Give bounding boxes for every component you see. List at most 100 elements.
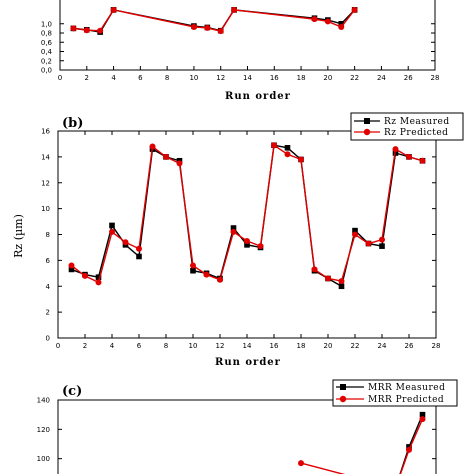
- data-point-circle: [365, 240, 372, 247]
- x-tick-label: 18: [297, 342, 306, 350]
- data-point-circle: [406, 153, 412, 160]
- y-tick-label: 0,6: [41, 39, 53, 47]
- x-tick-label: 4: [111, 74, 116, 82]
- panel-a-y-ticks: 0,0 0,20,40,60,8 1,0: [41, 20, 435, 75]
- data-point-circle: [136, 245, 142, 252]
- data-point-circle: [338, 23, 345, 30]
- legend-marker-rz-predicted: [363, 128, 371, 136]
- x-tick-label: 20: [324, 342, 333, 350]
- legend-marker-rz-measured: [364, 118, 370, 124]
- x-tick-label: 2: [83, 342, 87, 350]
- x-tick-label: 22: [350, 74, 359, 82]
- x-tick-label: 12: [216, 74, 225, 82]
- data-point-circle: [217, 28, 224, 35]
- x-tick-label: 8: [164, 342, 168, 350]
- y-tick-label: 0,8: [41, 30, 52, 38]
- data-point-circle: [70, 25, 77, 32]
- panel-b-legend-box: [350, 112, 464, 141]
- data-point-circle: [324, 18, 331, 25]
- y-tick-label: 0,4: [41, 48, 53, 56]
- x-tick-label: 12: [216, 342, 225, 350]
- data-point-circle: [110, 6, 117, 13]
- x-tick-label: 0: [56, 342, 60, 350]
- y-tick-label: 2: [46, 309, 50, 317]
- data-point-circle: [97, 27, 104, 34]
- panel-a-x-ticks: 0 2 4 6 8 10 12 14 16 18 20 22 24 26 28: [58, 66, 440, 82]
- x-tick-label: 10: [189, 342, 198, 350]
- series-line-0: [71, 144, 423, 288]
- panel-c-legend-box: [332, 379, 458, 407]
- x-tick-label: 6: [138, 74, 143, 82]
- panel-b-y-axis-label: Rz (µm): [12, 214, 25, 258]
- y-tick-label: 6: [46, 257, 51, 265]
- x-tick-label: 26: [405, 342, 414, 350]
- y-tick-label: 140: [37, 397, 50, 405]
- panel-b-y-ticks: 0 2 4 6 8 10 12 14 16: [41, 128, 436, 343]
- panel-a: 0,00,20,40,60,81,0 0 2 4 6 8 10 12 14 16 18 20 22 24…: [41, 0, 440, 102]
- panel-b-legend: Rz Measured Rz Predicted: [350, 112, 464, 141]
- panel-b-x-axis-label: Run order: [215, 357, 281, 368]
- data-point-circle: [82, 272, 88, 279]
- y-tick-label: 100: [37, 455, 50, 463]
- legend-label-rz-predicted: Rz Predicted: [384, 128, 448, 138]
- data-point-circle: [230, 228, 237, 235]
- data-point-circle: [231, 6, 238, 13]
- x-tick-label: 8: [165, 74, 169, 82]
- data-point-square: [136, 253, 142, 260]
- y-tick-label: 1,0: [41, 20, 52, 28]
- data-point-circle: [122, 239, 129, 246]
- x-tick-label: 18: [297, 74, 306, 82]
- data-point-square: [338, 20, 345, 27]
- data-point-circle: [95, 279, 102, 286]
- data-point-circle: [419, 157, 426, 164]
- x-tick-label: 14: [243, 342, 252, 350]
- panel-a-series: [70, 6, 358, 35]
- data-point-circle: [257, 243, 264, 250]
- panel-c-label: (c): [62, 384, 82, 399]
- data-point-square: [190, 267, 196, 274]
- data-point-circle: [204, 24, 211, 31]
- data-point-square: [379, 243, 385, 249]
- data-point-circle: [109, 228, 115, 235]
- data-point-circle: [311, 266, 318, 273]
- data-point-circle: [203, 271, 210, 278]
- x-tick-label: 2: [85, 74, 89, 82]
- x-tick-label: 16: [270, 342, 279, 350]
- data-point-circle: [284, 151, 291, 158]
- data-point-circle: [406, 446, 412, 453]
- data-point-square: [338, 283, 345, 290]
- data-point-circle: [298, 156, 304, 163]
- panel-b-label: (b): [62, 116, 83, 131]
- x-tick-label: 14: [243, 74, 252, 82]
- y-tick-label: 8: [46, 231, 50, 239]
- panel-c-y-ticks: 100 120 140: [37, 397, 436, 463]
- data-point-square: [284, 145, 291, 151]
- x-tick-label: 10: [189, 74, 198, 82]
- data-point-circle: [352, 231, 358, 238]
- data-point-circle: [163, 153, 169, 160]
- data-point-circle: [379, 236, 385, 243]
- data-point-circle: [68, 262, 75, 269]
- data-point-square: [95, 274, 102, 280]
- data-point-circle: [244, 237, 250, 244]
- panel-c-legend: MRR Measured MRR Predicted: [332, 379, 458, 407]
- y-tick-label: 4: [46, 283, 51, 291]
- data-point-circle: [311, 16, 318, 23]
- data-point-square: [419, 411, 426, 418]
- data-point-circle: [217, 276, 223, 283]
- data-point-circle: [392, 146, 399, 153]
- x-tick-label: 0: [58, 74, 62, 82]
- data-point-circle: [271, 142, 277, 149]
- series-line-1: [300, 418, 424, 474]
- data-point-circle: [190, 262, 196, 269]
- legend-label-mrr-predicted: MRR Predicted: [368, 395, 444, 405]
- x-tick-label: 28: [431, 74, 440, 82]
- data-point-circle: [325, 275, 331, 282]
- legend-marker-mrr-predicted: [339, 395, 347, 403]
- data-point-circle: [298, 460, 304, 467]
- y-tick-label: 0,0: [41, 67, 52, 75]
- legend-label-mrr-measured: MRR Measured: [368, 383, 445, 393]
- y-tick-label: 0,2: [41, 57, 52, 65]
- panel-b-series: [68, 142, 426, 290]
